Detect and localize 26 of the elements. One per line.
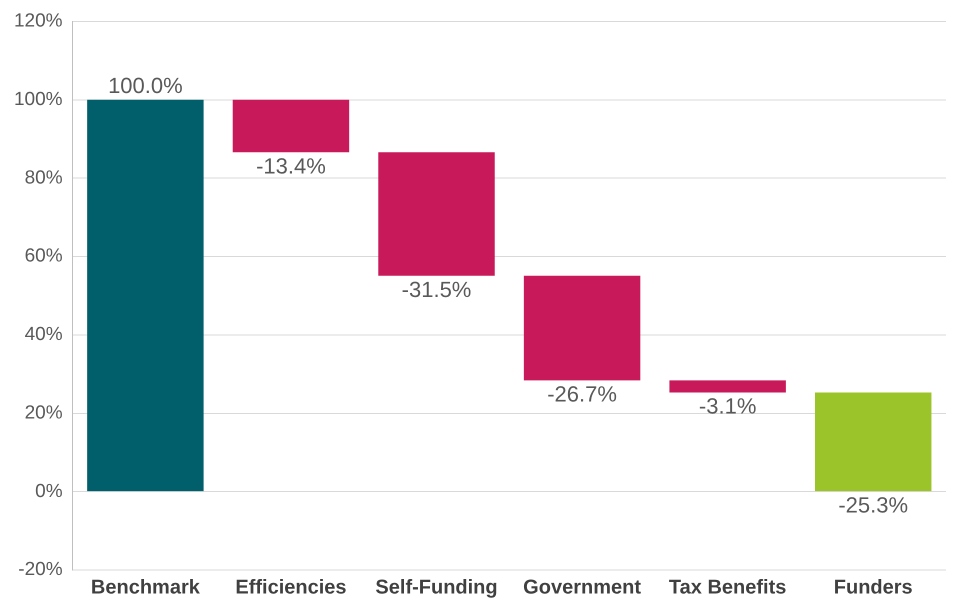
bar (814, 392, 932, 492)
y-tick-label: 100% (14, 89, 63, 110)
x-tick-label: Self-Funding (375, 576, 498, 599)
data-label: -13.4% (256, 153, 326, 178)
data-label: -31.5% (402, 276, 472, 302)
bar (378, 152, 495, 276)
y-tick-label: 80% (24, 167, 63, 188)
y-tick-label: 20% (24, 402, 63, 424)
data-label: -25.3% (838, 492, 908, 518)
bar (524, 276, 640, 380)
x-tick-label: Government (523, 576, 642, 599)
x-tick-label: Funders (834, 576, 913, 599)
data-label: 100.0% (108, 72, 183, 98)
data-label: -3.1% (698, 394, 756, 419)
bar (87, 100, 204, 492)
x-tick-label: Benchmark (90, 576, 201, 599)
x-tick-label: Tax Benefits (668, 576, 786, 599)
y-tick-label: 120% (14, 10, 63, 32)
y-tick-label: -20% (18, 559, 63, 580)
y-tick-label: 0% (35, 480, 63, 502)
bar (669, 380, 786, 392)
data-label: -26.7% (547, 381, 617, 406)
y-tick-label: 40% (24, 324, 63, 346)
x-tick-label: Efficiencies (235, 576, 347, 599)
bar (232, 100, 350, 152)
y-tick-label: 60% (24, 246, 63, 267)
